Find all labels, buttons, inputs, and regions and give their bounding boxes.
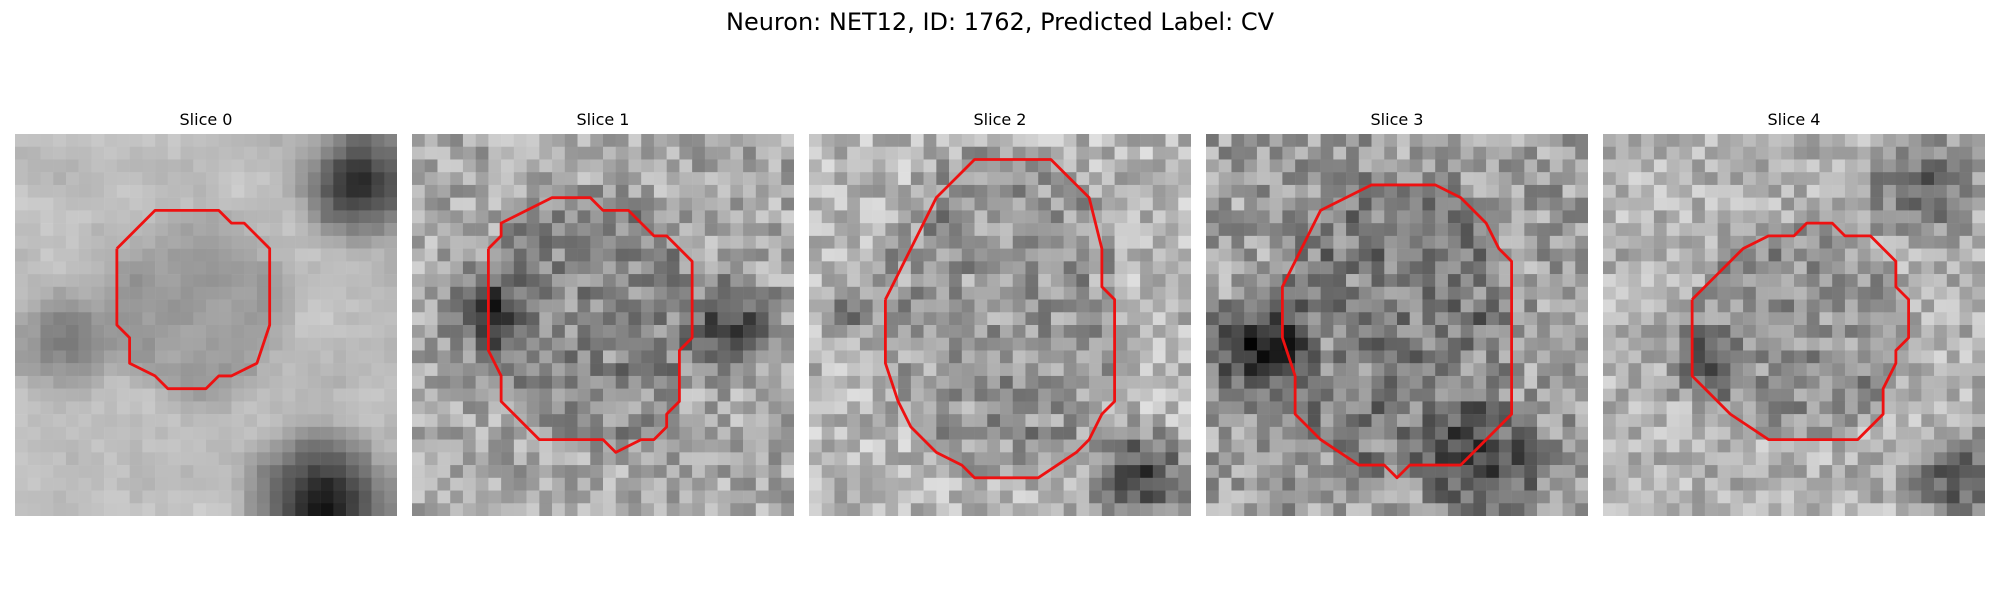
slice-panel-4: Slice 4 <box>1603 110 1985 516</box>
cell-contour <box>115 208 272 391</box>
cell-contour <box>486 196 694 454</box>
pixel-grid <box>1603 134 1985 516</box>
cell-contour <box>1280 183 1514 480</box>
cell-contour <box>883 158 1117 480</box>
cell-contour <box>1690 221 1911 442</box>
slice-panel-2: Slice 2 <box>809 110 1191 516</box>
slice-image-3 <box>1206 134 1588 516</box>
slice-image-4 <box>1603 134 1985 516</box>
slice-image-1 <box>412 134 794 516</box>
slice-panel-1: Slice 1 <box>412 110 794 516</box>
figure-title: Neuron: NET12, ID: 1762, Predicted Label… <box>726 8 1274 36</box>
slice-title-2: Slice 2 <box>973 110 1027 129</box>
slice-title-3: Slice 3 <box>1370 110 1424 129</box>
slice-title-0: Slice 0 <box>179 110 233 129</box>
pixel-grid <box>412 134 794 516</box>
pixel-grid <box>809 134 1191 516</box>
pixel-grid <box>1206 134 1588 516</box>
slice-image-0 <box>15 134 397 516</box>
slice-panel-3: Slice 3 <box>1206 110 1588 516</box>
slice-title-4: Slice 4 <box>1767 110 1821 129</box>
slice-panel-0: Slice 0 <box>15 110 397 516</box>
slice-title-1: Slice 1 <box>576 110 630 129</box>
pixel-grid <box>15 134 397 516</box>
slice-image-2 <box>809 134 1191 516</box>
